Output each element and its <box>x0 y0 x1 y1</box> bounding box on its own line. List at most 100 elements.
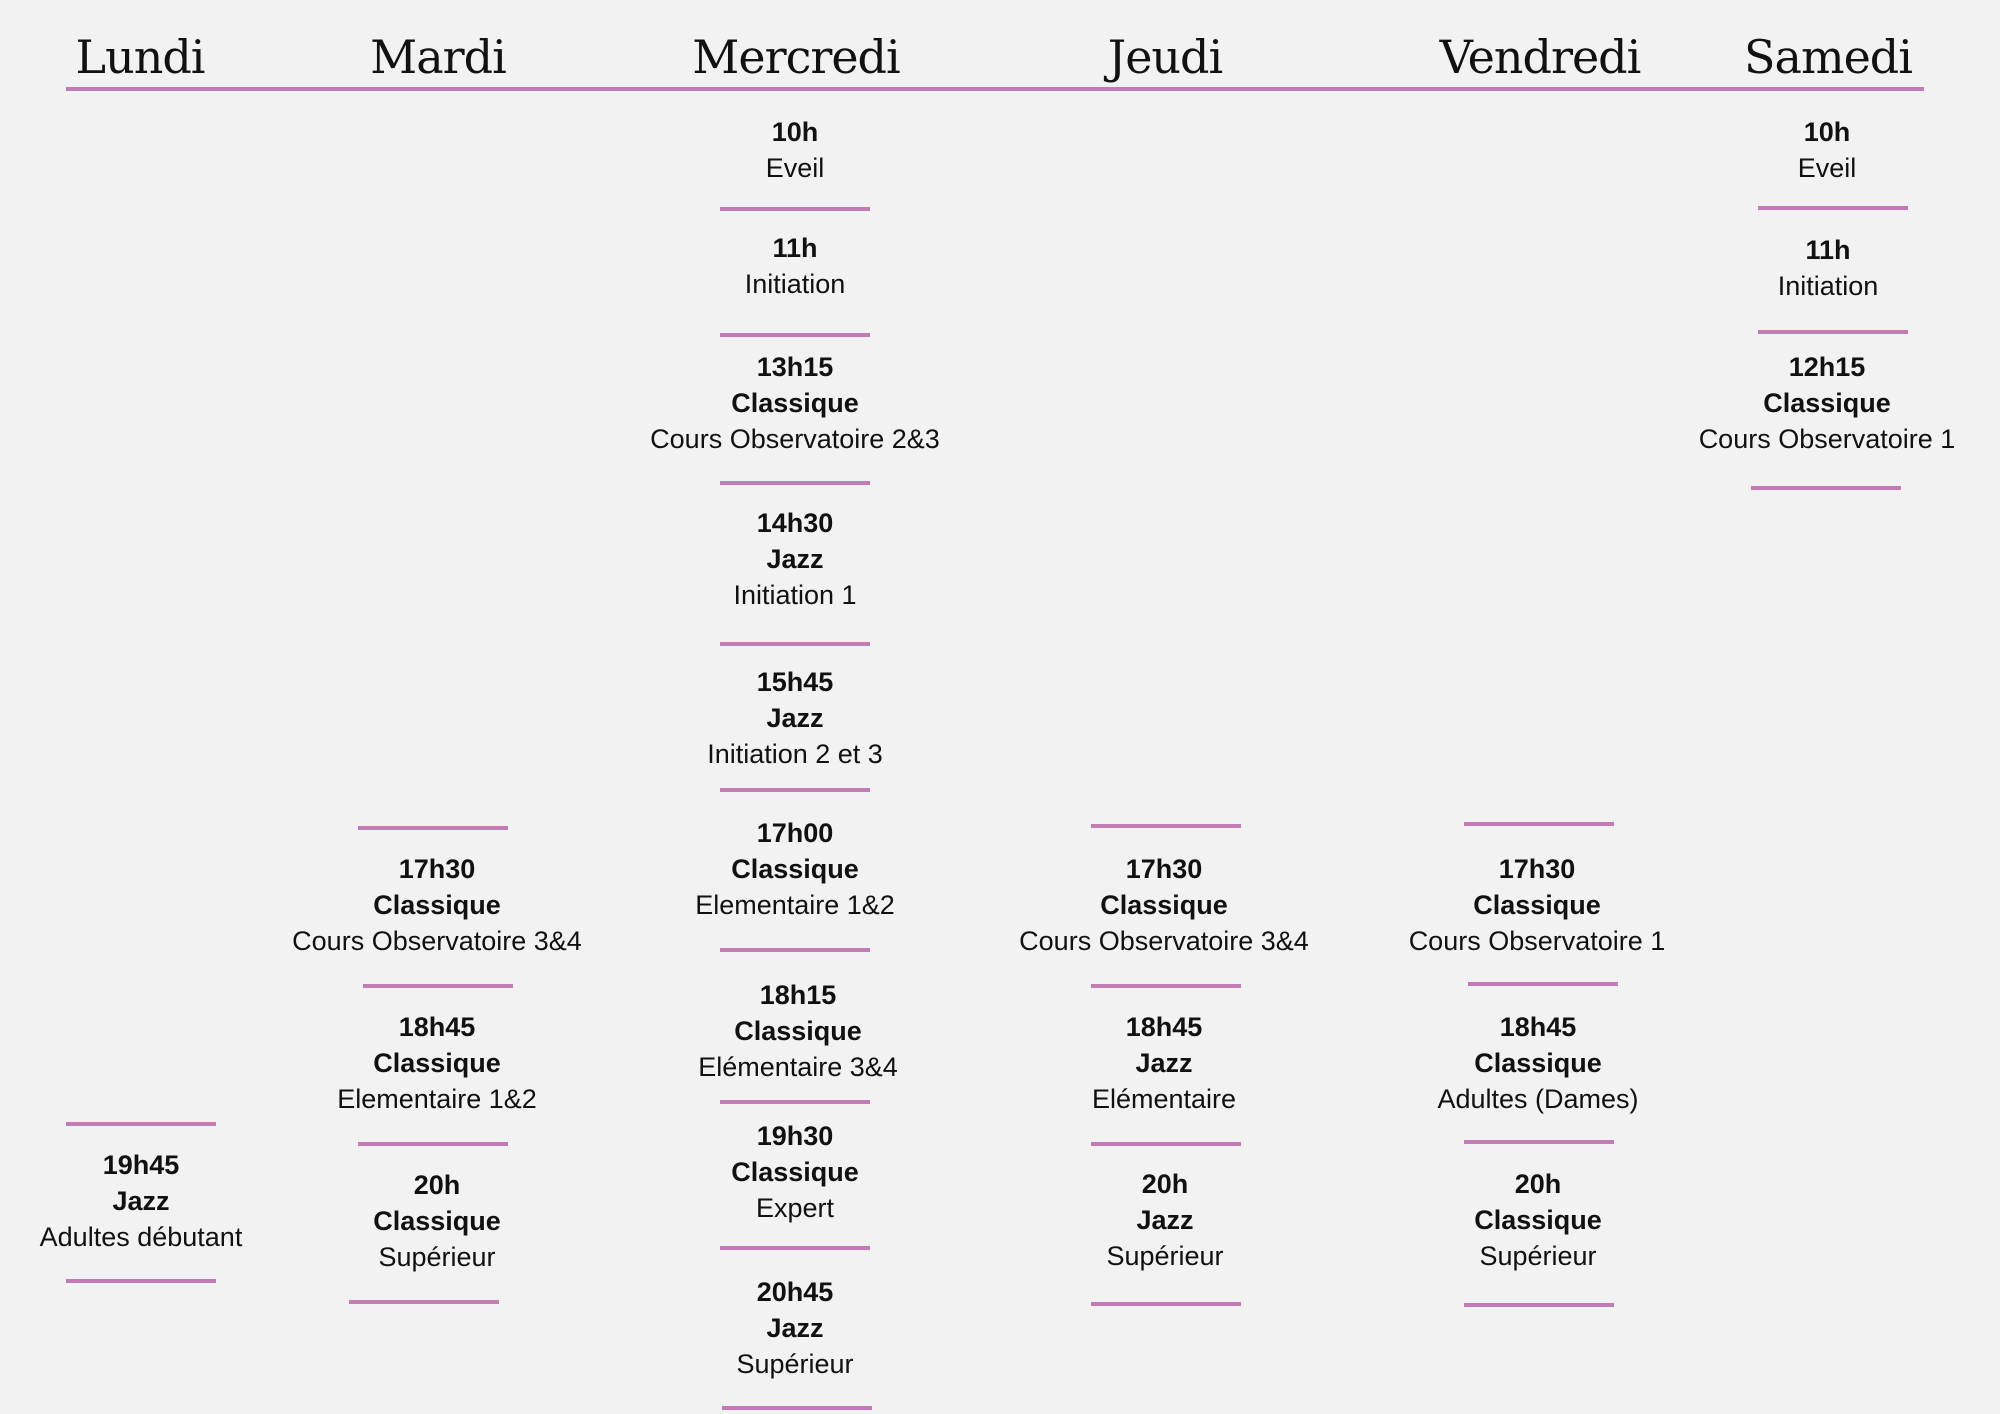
class-time: 10h <box>1803 117 1851 147</box>
class-time: 12h15 <box>1788 352 1866 382</box>
day-header-mercredi: Mercredi <box>692 30 900 84</box>
class-style: Classique <box>1100 890 1228 920</box>
class-style: Classique <box>373 1206 501 1236</box>
class-slot: 18h15 Classique Elémentaire 3&4 <box>598 977 998 1085</box>
class-time: 11h <box>772 233 818 263</box>
class-time: 14h30 <box>756 508 834 538</box>
class-level: Supérieur <box>1106 1241 1224 1271</box>
class-level: Cours Observatoire 3&4 <box>292 926 582 956</box>
slot-divider <box>358 1142 508 1146</box>
class-style: Jazz <box>1135 1048 1193 1078</box>
slot-divider <box>1091 1302 1241 1306</box>
class-time: 18h15 <box>759 980 837 1010</box>
class-slot: 19h30 Classique Expert <box>595 1118 995 1226</box>
class-level: Elémentaire 3&4 <box>698 1052 898 1082</box>
slot-divider <box>720 642 870 646</box>
class-time: 20h <box>413 1170 461 1200</box>
class-level: Cours Observatoire 1 <box>1698 424 1956 454</box>
class-style: Classique <box>1473 890 1601 920</box>
slot-divider <box>358 826 508 830</box>
slot-divider <box>720 207 870 211</box>
class-slot: 20h Classique Supérieur <box>237 1167 637 1275</box>
class-level: Cours Observatoire 3&4 <box>1019 926 1309 956</box>
day-header-lundi: Lundi <box>75 30 206 84</box>
class-level: Elementaire 1&2 <box>695 890 895 920</box>
class-slot: 17h30 Classique Cours Observatoire 1 <box>1337 851 1737 959</box>
class-level: Eveil <box>1797 153 1857 183</box>
slot-divider <box>66 1122 216 1126</box>
class-time: 10h <box>771 117 819 147</box>
class-slot: 10h Eveil <box>595 114 995 186</box>
class-slot: 17h00 Classique Elementaire 1&2 <box>595 815 995 923</box>
class-time: 11h <box>1805 235 1851 265</box>
class-slot: 10h Eveil <box>1627 114 2000 186</box>
class-level: Adultes (Dames) <box>1437 1084 1639 1114</box>
class-slot: 12h15 Classique Cours Observatoire 1 <box>1627 349 2000 457</box>
class-level: Initiation 1 <box>733 580 857 610</box>
class-level: Cours Observatoire 1 <box>1408 926 1666 956</box>
slot-divider <box>720 948 870 952</box>
class-slot: 20h Classique Supérieur <box>1338 1166 1738 1274</box>
class-slot: 18h45 Jazz Elémentaire <box>964 1009 1364 1117</box>
slot-divider <box>1751 486 1901 490</box>
class-slot: 11h Initiation <box>1628 232 2000 304</box>
class-time: 18h45 <box>1499 1012 1577 1042</box>
class-level: Supérieur <box>378 1242 496 1272</box>
slot-divider <box>1464 822 1614 826</box>
slot-divider <box>349 1300 499 1304</box>
class-slot: 18h45 Classique Adultes (Dames) <box>1338 1009 1738 1117</box>
class-slot: 14h30 Jazz Initiation 1 <box>595 505 995 613</box>
class-style: Jazz <box>112 1186 170 1216</box>
day-header-mardi: Mardi <box>370 30 507 84</box>
slot-divider <box>720 788 870 792</box>
day-header-jeudi: Jeudi <box>1107 30 1223 84</box>
class-level: Cours Observatoire 2&3 <box>650 424 940 454</box>
class-level: Eveil <box>765 153 825 183</box>
class-style: Classique <box>731 1157 859 1187</box>
class-style: Jazz <box>766 703 824 733</box>
slot-divider <box>720 1100 870 1104</box>
slot-divider <box>1091 984 1241 988</box>
class-level: Expert <box>755 1193 835 1223</box>
slot-divider <box>66 1279 216 1283</box>
slot-divider <box>1758 206 1908 210</box>
class-level: Supérieur <box>1479 1241 1597 1271</box>
class-time: 13h15 <box>756 352 834 382</box>
slot-divider <box>1091 1142 1241 1146</box>
class-style: Classique <box>731 854 859 884</box>
class-time: 15h45 <box>756 667 834 697</box>
class-slot: 11h Initiation <box>595 230 995 302</box>
slot-divider <box>720 1246 870 1250</box>
class-time: 17h30 <box>1125 854 1203 884</box>
class-slot: 17h30 Classique Cours Observatoire 3&4 <box>237 851 637 959</box>
class-time: 19h45 <box>102 1150 180 1180</box>
class-slot: 20h45 Jazz Supérieur <box>595 1274 995 1382</box>
class-time: 20h45 <box>756 1277 834 1307</box>
class-style: Classique <box>731 388 859 418</box>
day-header-vendredi: Vendredi <box>1439 30 1642 84</box>
class-level: Initiation <box>1777 271 1879 301</box>
slot-divider <box>1464 1303 1614 1307</box>
class-style: Classique <box>373 1048 501 1078</box>
class-level: Adultes débutant <box>39 1222 243 1252</box>
class-style: Classique <box>1763 388 1891 418</box>
slot-divider <box>1464 1140 1614 1144</box>
class-style: Classique <box>1474 1205 1602 1235</box>
slot-divider <box>720 481 870 485</box>
class-level: Elémentaire <box>1091 1084 1237 1114</box>
slot-divider <box>722 1406 872 1410</box>
class-style: Jazz <box>766 544 824 574</box>
class-slot: 20h Jazz Supérieur <box>965 1166 1365 1274</box>
class-slot: 18h45 Classique Elementaire 1&2 <box>237 1009 637 1117</box>
class-style: Classique <box>1474 1048 1602 1078</box>
class-time: 19h30 <box>756 1121 834 1151</box>
class-slot: 13h15 Classique Cours Observatoire 2&3 <box>595 349 995 457</box>
class-style: Classique <box>373 890 501 920</box>
header-divider <box>66 87 1924 91</box>
class-slot: 15h45 Jazz Initiation 2 et 3 <box>595 664 995 772</box>
class-slot: 17h30 Classique Cours Observatoire 3&4 <box>964 851 1364 959</box>
day-header-samedi: Samedi <box>1744 30 1913 84</box>
class-level: Supérieur <box>736 1349 854 1379</box>
class-style: Jazz <box>1136 1205 1194 1235</box>
class-time: 17h30 <box>398 854 476 884</box>
